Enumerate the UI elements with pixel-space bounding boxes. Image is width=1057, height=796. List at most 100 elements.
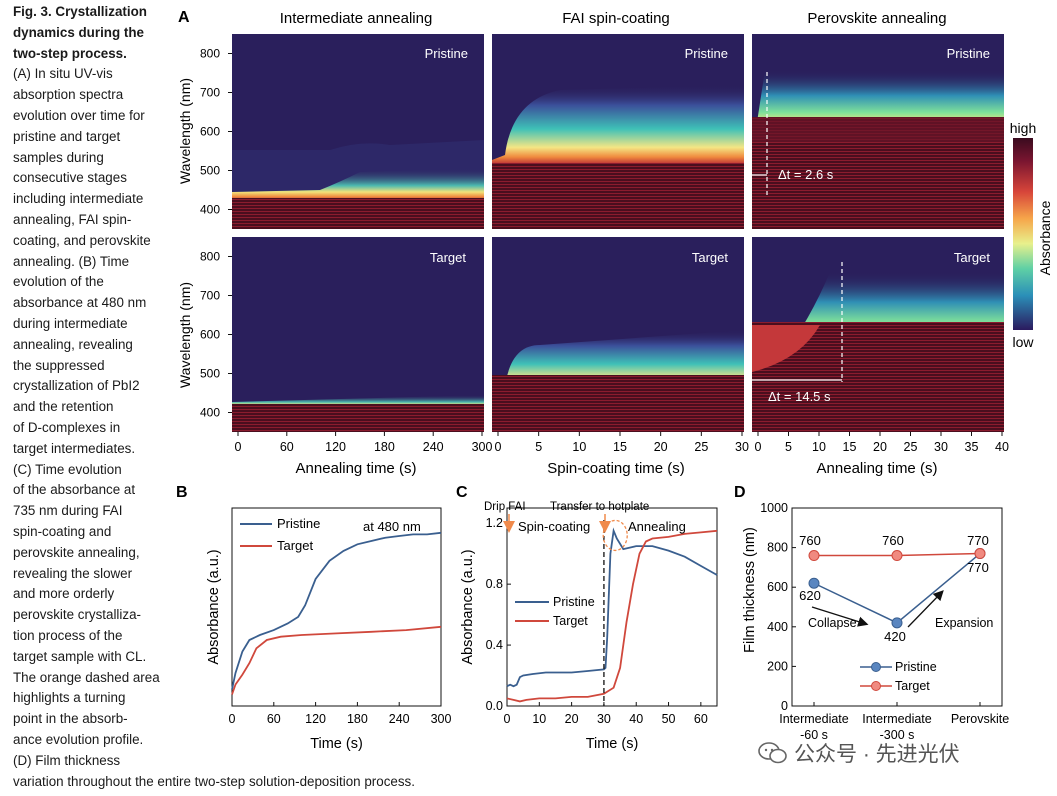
colorbar-label: Absorbance [1037, 200, 1053, 275]
xlabel: Time (s) [310, 736, 363, 752]
xtick-label: 60 [280, 440, 294, 454]
legend-label: Pristine [277, 516, 320, 531]
figure-caption: Fig. 3. Crystallization dynamics during … [13, 2, 163, 771]
xtick-label: 30 [597, 712, 611, 726]
data-label: 760 [882, 533, 904, 548]
ylabel: Film thickness (nm) [742, 527, 758, 653]
caption-last-line: variation throughout the entire two-step… [13, 774, 415, 789]
caption-line: target intermediates. [13, 440, 136, 456]
expansion-arrow [907, 590, 944, 628]
expansion-label: Expansion [935, 616, 993, 630]
plot-frame [231, 507, 442, 707]
heatmap-perov-pristine [752, 34, 1004, 229]
ytick-label: 500 [200, 164, 220, 178]
data-label: 620 [799, 588, 821, 603]
xtick-label: 240 [389, 712, 410, 726]
xtick-label: 10 [812, 440, 826, 454]
caption-line: of D-complexes in [13, 419, 121, 435]
caption-line: annealing, FAI spin- [13, 211, 132, 227]
data-label: 420 [884, 629, 906, 644]
caption-line: perovskite crystalliza- [13, 607, 141, 623]
caption-line: (A) In situ UV-vis [13, 66, 113, 82]
plot-frame [506, 507, 718, 707]
ytick-label: 0.0 [486, 699, 503, 713]
watermark: 公众号 · 先进光伏 [758, 738, 960, 768]
ylabel-row1: Wavelength (nm) [177, 78, 193, 184]
ytick-label: 200 [767, 659, 788, 673]
heatmap-intermediate-pristine [232, 34, 484, 229]
col-title-spin: FAI spin-coating [562, 10, 670, 27]
xtick-label: 20 [654, 440, 668, 454]
colorbar: high low Absorbance [1010, 120, 1053, 350]
dt-annotation-target: Δt = 14.5 s [752, 262, 843, 404]
ytick-label: 700 [200, 86, 220, 100]
caption-line: spin-coating and [13, 523, 112, 539]
ylabel: Absorbance (a.u.) [460, 549, 476, 664]
xtick-label: 120 [325, 440, 346, 454]
data-label: 760 [799, 533, 821, 548]
xtick-label: 25 [694, 440, 708, 454]
ytick-label: 800 [200, 47, 220, 61]
col-title-intermediate: Intermediate annealing [280, 10, 433, 27]
data-point-pristine [808, 577, 820, 589]
caption-line: tion process of the [13, 627, 123, 643]
heatmap-intermediate-target [232, 237, 484, 432]
xtick-label: 15 [613, 440, 627, 454]
ytick-label: 0 [781, 699, 788, 713]
xtick-label: 0 [755, 440, 762, 454]
chart-panel-b: 0 60 120 180 240 300 Time (s) Absorbance (a.u.)… [206, 507, 451, 752]
watermark-text: 公众号 · 先进光伏 [794, 743, 960, 766]
category-label: Intermediate [779, 712, 849, 726]
heatmap-spin-target [492, 237, 744, 432]
caption-line: target sample with CL. [13, 648, 147, 664]
xtick-label: 60 [267, 712, 281, 726]
tag-pristine-2: Pristine [685, 46, 728, 61]
xtick-label: 5 [535, 440, 542, 454]
ytick-label: 1000 [760, 501, 788, 515]
xtick-label: 40 [995, 440, 1009, 454]
ytick-label: 0.8 [486, 577, 503, 591]
legend-label: Pristine [895, 660, 937, 674]
annotation: at 480 nm [363, 519, 421, 534]
drip-label: Drip FAI [484, 501, 526, 513]
ytick-label: 400 [767, 620, 788, 634]
xtick-label: 30 [735, 440, 749, 454]
ytick-label: 600 [200, 328, 220, 342]
xlabel-col3: Annealing time (s) [817, 460, 938, 477]
caption-line: consecutive stages [13, 170, 127, 186]
panel-d-label: D [734, 484, 746, 501]
legend-label: Target [895, 679, 930, 693]
ytick-label: 500 [200, 367, 220, 381]
caption-line: coating, and perovskite [13, 232, 151, 248]
series-line-pristine [231, 531, 442, 690]
anneal-label: Annealing [628, 519, 686, 534]
caption-line: (C) Time evolution [13, 461, 122, 477]
series-line-pristine [506, 527, 718, 688]
data-point-pristine [891, 617, 903, 629]
series-line-target [231, 625, 442, 695]
colorbar-high: high [1010, 120, 1036, 136]
xtick-label: 15 [843, 440, 857, 454]
caption-line: perovskite annealing, [13, 544, 140, 560]
xtick-label: 60 [694, 712, 708, 726]
legend-label: Target [277, 538, 314, 553]
caption-line: crystallization of PbI2 [13, 378, 140, 394]
caption-line: 735 nm during FAI [13, 503, 123, 519]
xtick-label: 35 [965, 440, 979, 454]
category-label: Perovskite [951, 712, 1009, 726]
caption-line: highlights a turning [13, 690, 126, 706]
series-line-pristine [813, 552, 981, 624]
caption-line: (D) Film thickness [13, 752, 121, 768]
caption-body: (A) In situ UV-vis absorption spectra evol… [13, 64, 163, 771]
caption-line: annealing, revealing [13, 336, 133, 352]
legend-label: Pristine [553, 595, 595, 609]
category-label: -60 s [800, 728, 828, 742]
spin-label: Spin-coating [518, 519, 590, 534]
xtick-label: 40 [629, 712, 643, 726]
category-label: -300 s [880, 728, 915, 742]
xtick-label: 0 [504, 712, 511, 726]
colorbar-low: low [1012, 334, 1034, 350]
xtick-label: 180 [347, 712, 368, 726]
